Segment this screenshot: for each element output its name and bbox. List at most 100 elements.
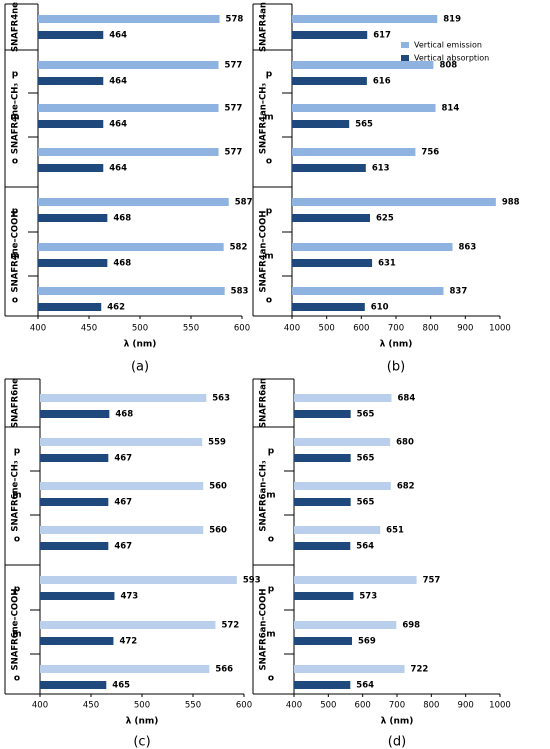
x-tick-label: 800 [423, 701, 439, 711]
emission-bar [38, 61, 219, 69]
absorption-value-label: 564 [356, 542, 374, 552]
emission-value-label: 651 [386, 526, 404, 536]
emission-bar [294, 526, 381, 534]
emission-bar [40, 576, 237, 584]
absorption-bar [38, 31, 104, 39]
emission-value-label: 566 [215, 665, 233, 675]
row-label: m [264, 113, 273, 123]
absorption-bar [40, 681, 107, 689]
emission-bar [294, 438, 391, 446]
row-label: m [12, 491, 21, 501]
row-label: m [264, 252, 273, 262]
row-label: p [14, 585, 21, 595]
emission-bar [38, 287, 225, 295]
emission-value-label: 587 [235, 198, 253, 208]
x-tick-label: 400 [286, 701, 302, 711]
absorption-bar [40, 410, 110, 418]
absorption-value-label: 462 [107, 303, 125, 313]
x-axis-label: λ (nm) [126, 717, 159, 727]
emission-bar [294, 482, 391, 490]
emission-value-label: 577 [225, 148, 243, 158]
absorption-bar [294, 410, 351, 418]
emission-bar [40, 394, 207, 402]
absorption-value-label: 617 [373, 31, 391, 41]
x-tick-label: 600 [234, 324, 250, 334]
absorption-value-label: 565 [355, 120, 373, 130]
row-label: o [14, 535, 20, 545]
absorption-bar [294, 592, 354, 600]
emission-bar [40, 438, 203, 446]
emission-value-label: 698 [402, 621, 420, 631]
absorption-value-label: 467 [114, 454, 132, 464]
absorption-bar [38, 259, 108, 267]
absorption-bar [292, 259, 373, 267]
x-tick-label: 700 [388, 324, 404, 334]
absorption-value-label: 464 [109, 77, 127, 87]
group-label: SNAFR4an–CH₃ [259, 83, 269, 154]
emission-value-label: 756 [421, 148, 439, 158]
emission-value-label: 578 [226, 15, 244, 25]
x-tick-label: 450 [81, 324, 97, 334]
absorption-value-label: 464 [109, 120, 127, 130]
absorption-bar [38, 120, 104, 128]
x-tick-label: 500 [319, 324, 335, 334]
emission-bar [292, 104, 436, 112]
emission-bar [38, 15, 220, 23]
row-label: o [268, 674, 274, 684]
row-label: o [266, 157, 272, 167]
emission-bar [40, 526, 204, 534]
emission-bar [294, 576, 417, 584]
emission-bar [38, 148, 219, 156]
row-label: m [10, 113, 19, 123]
emission-value-label: 559 [208, 438, 226, 448]
x-tick-label: 400 [284, 324, 300, 334]
emission-bar [38, 104, 219, 112]
absorption-value-label: 610 [371, 303, 389, 313]
row-label: o [268, 535, 274, 545]
absorption-bar [38, 214, 108, 222]
panel-label: (b) [387, 360, 405, 375]
absorption-value-label: 616 [373, 77, 391, 87]
emission-value-label: 560 [209, 482, 227, 492]
emission-bar [40, 482, 204, 490]
absorption-bar [40, 498, 109, 506]
emission-value-label: 819 [443, 15, 461, 25]
legend-emission-swatch [401, 42, 409, 48]
x-tick-label: 1000 [489, 324, 511, 334]
x-tick-label: 550 [185, 701, 201, 711]
absorption-bar [294, 498, 351, 506]
group-label: SNAFR4ne [11, 2, 21, 52]
absorption-bar [38, 164, 104, 172]
absorption-value-label: 564 [356, 681, 374, 691]
emission-value-label: 684 [398, 394, 416, 404]
chart-panel-0: SNAFR4ne SNAFR4ne–CH₃ SNAFR4ne–COOH 578 464 p… [4, 2, 253, 375]
x-tick-label: 600 [236, 701, 252, 711]
absorption-bar [292, 164, 366, 172]
x-tick-label: 400 [32, 701, 48, 711]
chart-panel-2: SNAFR6ne SNAFR6ne–CH₃ SNAFR6ne–COOH 563 468 p… [4, 378, 261, 749]
legend-absorption-swatch [401, 55, 409, 61]
group-label: SNAFR6an–COOH [259, 589, 269, 671]
x-tick-label: 500 [134, 701, 150, 711]
absorption-value-label: 573 [359, 592, 377, 602]
emission-bar [294, 665, 405, 673]
absorption-value-label: 473 [120, 592, 138, 602]
row-label: m [10, 252, 19, 262]
x-tick-label: 600 [353, 324, 369, 334]
row-label: o [12, 157, 18, 167]
absorption-bar [292, 214, 370, 222]
absorption-value-label: 565 [357, 410, 375, 420]
emission-bar [292, 148, 416, 156]
x-axis-label: λ (nm) [381, 717, 414, 727]
group-label: SNAFR4ne–CH₃ [11, 83, 21, 154]
emission-value-label: 582 [230, 243, 248, 253]
absorption-bar [292, 120, 350, 128]
absorption-bar [294, 637, 353, 645]
absorption-value-label: 465 [112, 681, 130, 691]
x-tick-label: 450 [83, 701, 99, 711]
x-tick-label: 700 [389, 701, 405, 711]
absorption-value-label: 464 [109, 164, 127, 174]
group-label: SNAFR6ne–CH₃ [11, 460, 21, 531]
x-tick-label: 550 [183, 324, 199, 334]
emission-value-label: 814 [442, 104, 460, 114]
